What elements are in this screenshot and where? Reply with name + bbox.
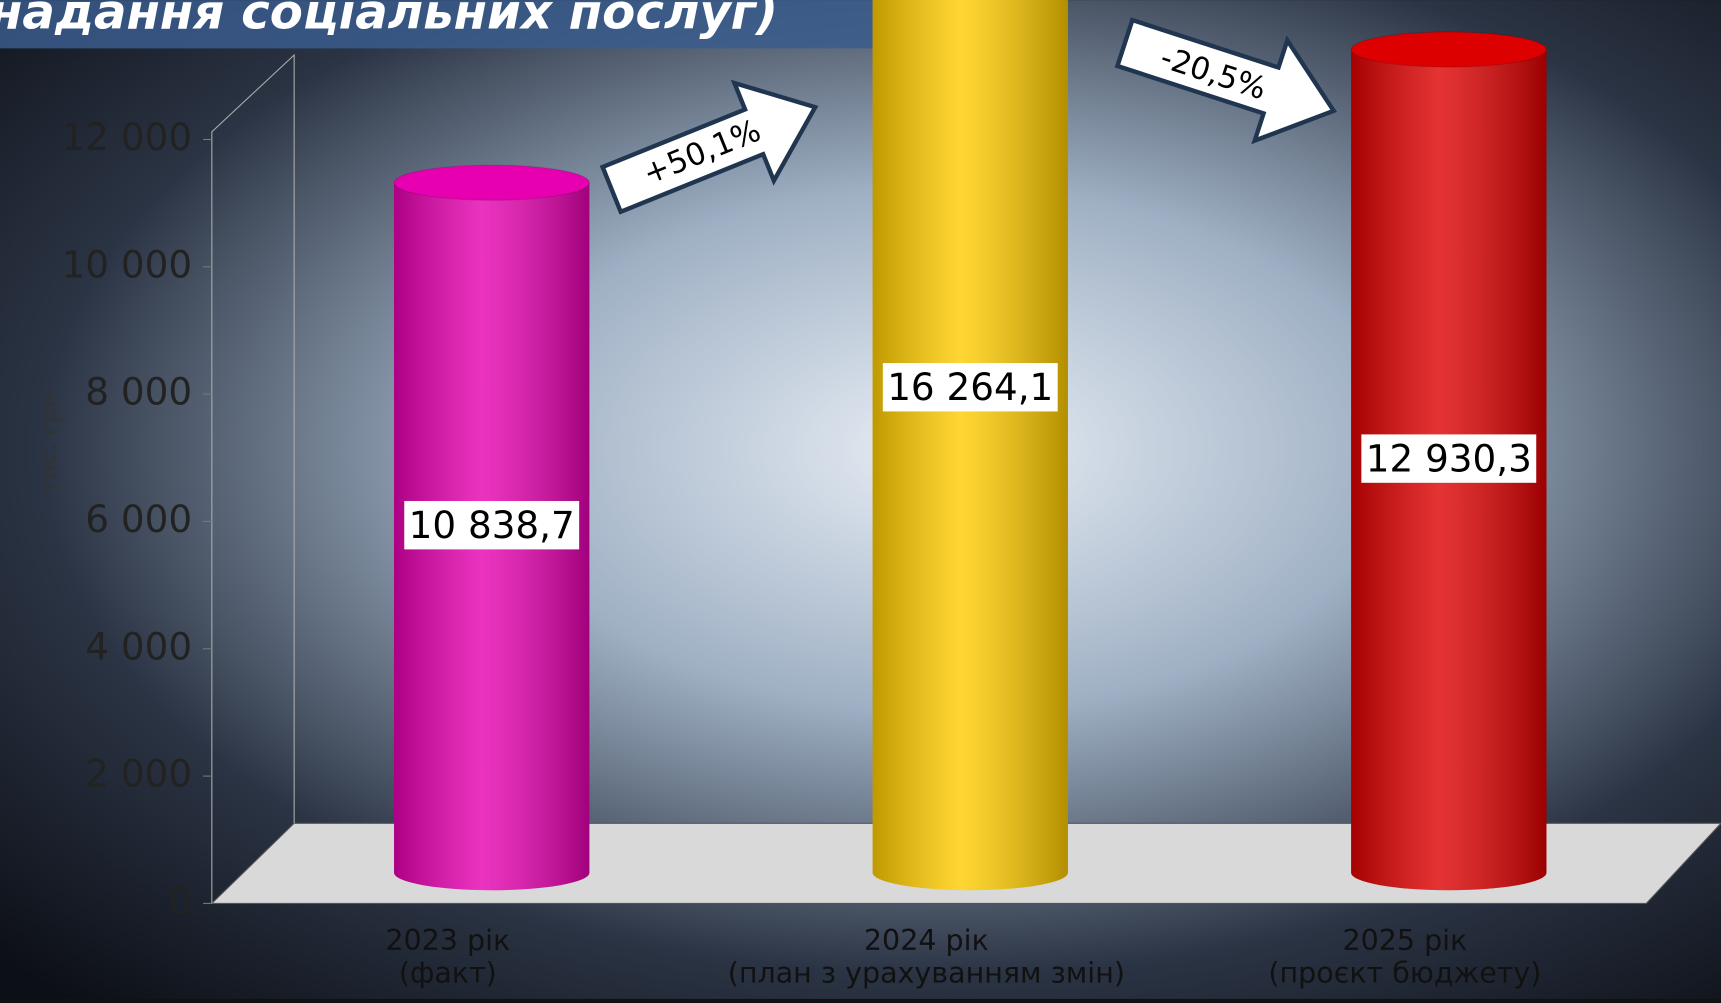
back-wall: [211, 53, 295, 904]
bar-shade: [872, 0, 1068, 891]
arrow-up: +50,1%: [599, 79, 819, 215]
value-label: 12 930,3: [1366, 437, 1532, 481]
y-tick-label: 10 000: [62, 242, 193, 286]
x-tick-label: 2024 рік (план з урахуванням змін): [728, 924, 1125, 990]
arrow-down: -20,5%: [1114, 17, 1338, 145]
value-label: 10 838,7: [409, 503, 575, 547]
y-tick-label: 4 000: [85, 624, 192, 668]
x-tick-label: 2025 рік (проєкт бюджету): [1268, 924, 1541, 990]
y-axis-label: тис. грн.: [34, 384, 62, 494]
y-tick-label: 2 000: [85, 752, 192, 796]
bar-top: [393, 164, 590, 201]
title-band: [0, 0, 879, 49]
chart-title: надання соціальних послуг): [0, 0, 778, 40]
value-label-box: [404, 500, 580, 550]
x-tick-label: 2023 рік (факт): [385, 924, 510, 990]
value-label-box: [1361, 434, 1537, 483]
y-tick-label: 12 000: [62, 115, 193, 159]
bar-top: [1350, 31, 1548, 68]
y-tick-label: 0: [168, 879, 192, 923]
value-label: 16 264,1: [887, 365, 1053, 409]
y-tick-label: 8 000: [85, 370, 192, 414]
bar: [872, 0, 1068, 891]
y-tick-label: 6 000: [85, 497, 192, 541]
value-label-box: [882, 363, 1058, 412]
